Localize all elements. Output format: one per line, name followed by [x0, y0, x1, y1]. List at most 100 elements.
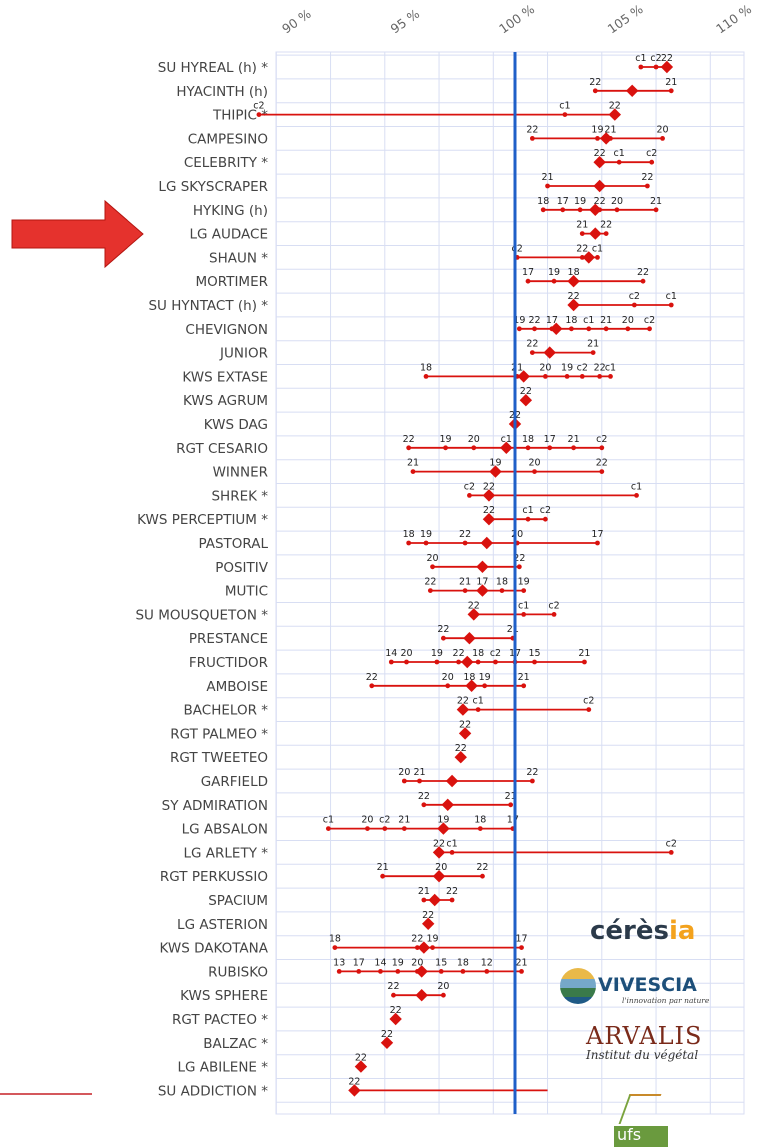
mean-marker: [456, 703, 470, 716]
point-label: 18: [474, 815, 486, 826]
data-point: [668, 88, 674, 94]
row-label: JUNIOR: [219, 346, 268, 362]
data-point: [404, 659, 409, 665]
data-point: [631, 302, 637, 308]
point-label: 21: [542, 172, 554, 183]
point-label: c2: [646, 148, 657, 159]
point-label: 20: [398, 767, 410, 778]
x-axis-ticks: 90 % 95 % 100 % 105 % 110 %: [279, 1, 754, 36]
mean-marker: [422, 917, 435, 930]
point-label: 19: [548, 267, 560, 278]
row-label: PASTORAL: [198, 536, 268, 552]
point-label: c1: [666, 291, 677, 302]
data-point: [519, 945, 524, 950]
data-point: [521, 588, 527, 593]
mean-marker: [589, 227, 602, 240]
data-point: [417, 778, 422, 784]
point-label: 22: [355, 1053, 367, 1064]
point-label: 19: [591, 124, 603, 135]
row-label: KWS DAKOTANA: [160, 941, 269, 957]
data-row: MORTIMER 17 19 18 22: [196, 267, 650, 290]
row-label: SHREK *: [211, 488, 268, 504]
data-point: [660, 136, 665, 141]
point-label: 22: [637, 267, 649, 278]
point-label: 15: [528, 648, 540, 659]
point-label: 18: [565, 315, 577, 326]
vivescia-emblem-icon: [560, 968, 596, 1004]
data-point: [551, 278, 557, 284]
data-point: [475, 707, 481, 712]
mean-marker: [625, 84, 639, 97]
data-point: [423, 374, 429, 379]
row-label: KWS PERCEPTIUM *: [137, 512, 268, 528]
x-tick-label: 90 %: [279, 6, 314, 37]
point-label: 20: [442, 672, 454, 683]
data-row: SY ADMIRATION 22 21: [162, 791, 517, 814]
data-point: [599, 469, 605, 474]
point-label: 22: [589, 77, 601, 88]
point-label: 19: [561, 362, 573, 373]
data-point: [460, 969, 466, 974]
point-label: 22: [600, 220, 612, 231]
point-label: 21: [576, 220, 588, 231]
point-label: 21: [413, 767, 425, 778]
mean-marker: [461, 655, 474, 669]
mean-marker: [500, 441, 513, 454]
row-label: AMBOISE: [206, 679, 268, 695]
ceresia-logo-accent: ia: [668, 916, 696, 946]
data-point: [449, 850, 455, 855]
point-label: 21: [587, 339, 599, 350]
data-row: SU HYNTACT (h) * 22 c2 c1: [148, 291, 676, 314]
data-point: [640, 278, 646, 284]
data-point: [499, 588, 505, 593]
data-row: RGT CESARIO 22 19 20 c1 18 17 21 c2: [176, 434, 607, 457]
mean-marker: [454, 751, 467, 764]
arrow-icon: [11, 199, 144, 269]
point-label: 20: [539, 362, 551, 373]
point-label: 20: [528, 458, 540, 469]
ufs-logo-name: ufs: [617, 1125, 642, 1144]
point-label: 19: [518, 577, 530, 588]
data-point: [430, 945, 435, 950]
data-point: [616, 159, 622, 165]
data-point: [443, 445, 448, 451]
point-label: 22: [403, 434, 415, 445]
point-label: 22: [594, 148, 606, 159]
point-label: c2: [490, 648, 501, 659]
point-label: 14: [374, 957, 386, 968]
point-label: 17: [476, 577, 488, 588]
point-label: 20: [511, 529, 523, 540]
row-label: SU ADDICTION *: [158, 1083, 268, 1099]
point-label: c1: [592, 243, 603, 254]
point-label: 22: [513, 553, 525, 564]
mean-marker: [463, 632, 476, 645]
row-label: LG ARLETY *: [184, 845, 269, 861]
data-point: [579, 255, 585, 260]
data-row: SU MOUSQUETON * 22 c1 c2: [135, 600, 559, 623]
point-label: 15: [435, 957, 447, 968]
point-label: 20: [400, 648, 412, 659]
point-label: c2: [512, 243, 523, 254]
row-label: RUBISKO: [208, 964, 268, 980]
data-point: [421, 897, 427, 903]
data-point: [542, 374, 548, 379]
point-label: 22: [390, 1005, 402, 1016]
data-row: THIPIC *c2 c1 22: [212, 101, 622, 124]
data-point: [462, 540, 468, 546]
point-label: 22: [520, 386, 532, 397]
data-point: [586, 707, 592, 712]
vivescia-logo-name: VIVESCIA: [598, 974, 697, 996]
ufs-logo-box: [614, 1126, 668, 1147]
point-label: 20: [437, 981, 449, 992]
mean-marker: [380, 1036, 394, 1049]
data-point: [525, 445, 531, 451]
data-row: SPACIUM 21 22: [208, 886, 458, 909]
point-label: 22: [437, 624, 449, 635]
data-point: [668, 302, 674, 308]
data-point: [325, 826, 331, 831]
data-row: GARFIELD 20 21 22: [201, 767, 539, 790]
row-label: KWS EXTASE: [182, 369, 268, 385]
highlight-arrow: [11, 199, 144, 269]
point-label: c2: [253, 101, 264, 112]
point-label: c1: [614, 148, 625, 159]
